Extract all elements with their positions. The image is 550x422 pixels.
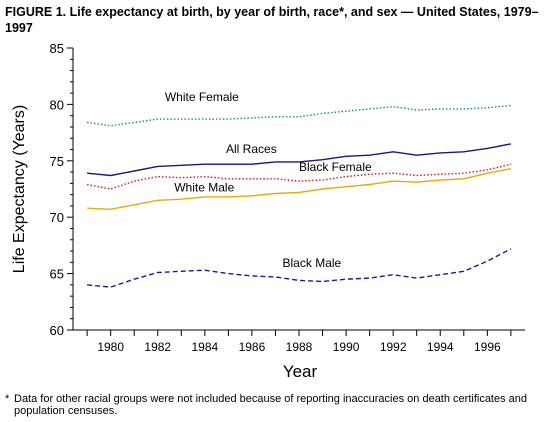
figure-title: FIGURE 1. Life expectancy at birth, by y… <box>5 5 539 35</box>
x-tick-label: 1982 <box>144 340 171 354</box>
x-tick-label: 1980 <box>97 340 124 354</box>
y-tick-label: 60 <box>50 323 64 338</box>
x-tick-label: 1990 <box>333 340 360 354</box>
series-label-black-female: Black Female <box>299 160 372 174</box>
x-tick-label: 1994 <box>427 340 454 354</box>
line-chart: 60 65 70 75 80 85 1980 1982 1984 1986 1988 1990 1992… <box>11 41 525 381</box>
series-line-black-male <box>87 248 512 288</box>
footnote-text: Data for other racial groups were not in… <box>14 393 528 417</box>
annotation-layer: White Female All Races Black Female White M… <box>165 90 372 270</box>
y-axis-label: Life Expectancy (Years) <box>11 105 28 273</box>
x-tick-label: 1992 <box>380 340 407 354</box>
x-axis-label: Year <box>283 362 318 381</box>
series-layer <box>86 104 512 288</box>
series-line-all-races <box>87 143 512 177</box>
series-label-black-male: Black Male <box>283 256 342 270</box>
series-line-white-male <box>87 168 512 211</box>
y-tick-label: 80 <box>50 97 64 112</box>
axes: 60 65 70 75 80 85 1980 1982 1984 1986 1988 1990 1992… <box>50 41 525 354</box>
x-tick-label: 1986 <box>239 340 266 354</box>
series-label-white-female: White Female <box>165 90 239 104</box>
x-tick-label: 1996 <box>474 340 501 354</box>
series-label-all-races: All Races <box>226 142 277 156</box>
x-tick-label: 1988 <box>286 340 313 354</box>
series-line-black-female <box>86 163 512 190</box>
y-tick-label: 85 <box>50 41 64 56</box>
footnote: * Data for other racial groups were not … <box>5 393 545 417</box>
x-tick-label: 1984 <box>191 340 218 354</box>
footnote-mark: * <box>5 393 10 405</box>
series-line-white-female <box>87 104 511 127</box>
series-label-white-male: White Male <box>174 180 234 194</box>
y-tick-label: 75 <box>50 154 64 169</box>
y-tick-label: 65 <box>50 267 64 282</box>
y-tick-label: 70 <box>50 210 64 225</box>
